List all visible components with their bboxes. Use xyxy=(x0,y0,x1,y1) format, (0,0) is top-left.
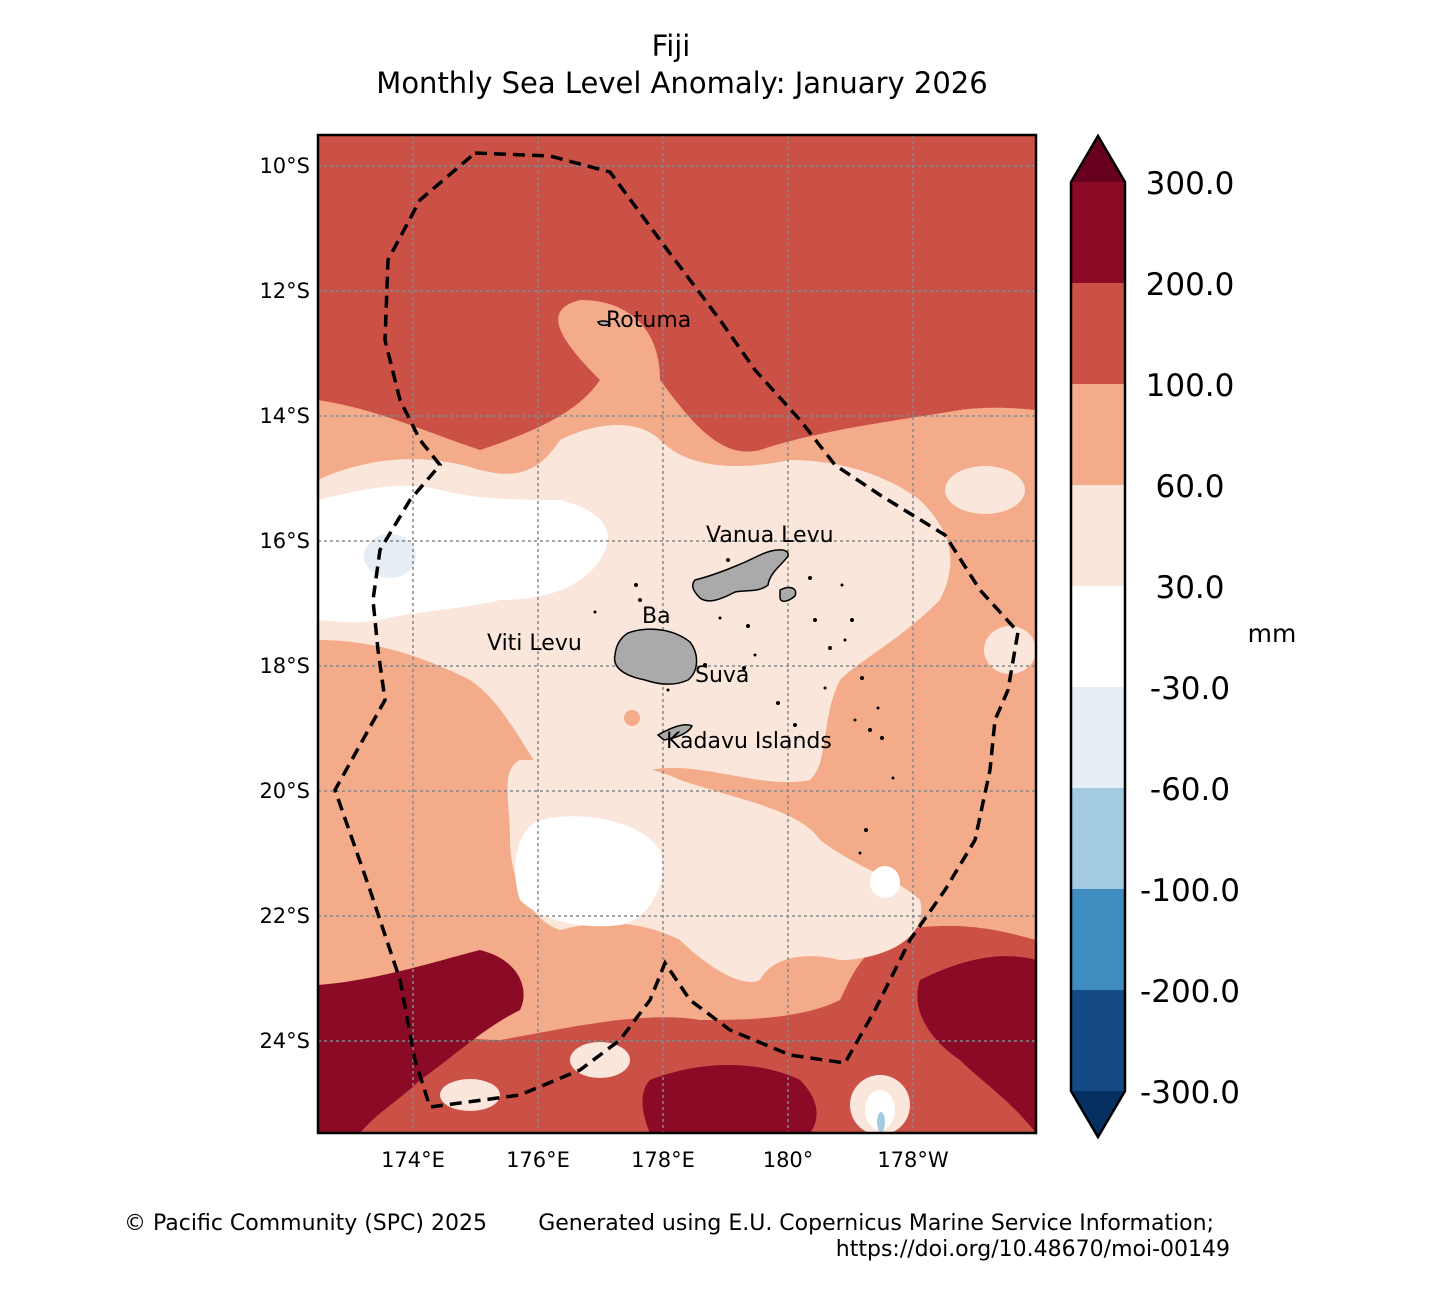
lon-tick-label: 178°E xyxy=(631,1148,695,1172)
lat-tick-label: 10°S xyxy=(259,154,310,178)
colorbar-band xyxy=(1071,788,1125,889)
colorbar-band xyxy=(1071,889,1125,990)
small-islets xyxy=(593,558,895,855)
colorbar-band xyxy=(1071,485,1125,586)
colorbar-tick-label: 100.0 xyxy=(1146,368,1235,404)
rotuma-island xyxy=(596,320,611,327)
colorbar-band xyxy=(1071,384,1125,485)
colorbar-band xyxy=(1071,586,1125,687)
colorbar-outline xyxy=(1069,133,1127,1140)
place-label-suva: Suva xyxy=(695,663,749,688)
place-label-ba: Ba xyxy=(642,604,671,629)
map-title: Fiji xyxy=(652,29,691,63)
map-frame xyxy=(316,133,1038,1135)
place-label-viti-levu: Viti Levu xyxy=(487,631,582,656)
viti-levu-island xyxy=(613,628,698,685)
lat-tick-label: 14°S xyxy=(259,404,310,428)
lon-tick-label: 180° xyxy=(763,1148,814,1172)
colorbar-tick-label: -30.0 xyxy=(1150,671,1230,707)
colorbar: 300.0 200.0 100.0 60.0 30.0 -30.0 -60.0 -100.0 -… xyxy=(1069,133,1240,1140)
colorbar-band xyxy=(1071,283,1125,384)
colorbar-extend-max xyxy=(1071,136,1125,182)
kadavu-island xyxy=(656,723,693,741)
source-text-line2: https://doi.org/10.48670/moi-00149 xyxy=(836,1237,1230,1262)
colorbar-tick-label: -100.0 xyxy=(1140,873,1240,909)
colorbar-tick-label: -60.0 xyxy=(1150,772,1230,808)
colorbar-tick-label: 300.0 xyxy=(1146,166,1235,202)
lon-tick-label: 176°E xyxy=(506,1148,570,1172)
vanua-levu-island xyxy=(692,549,789,602)
map-subtitle: Monthly Sea Level Anomaly: January 2026 xyxy=(376,66,987,100)
latitude-axis: 10°S 12°S 14°S 16°S 18°S 20°S 22°S 24°S xyxy=(259,154,310,1053)
lon-tick-label: 178°W xyxy=(877,1148,949,1172)
colorbar-band xyxy=(1071,990,1125,1091)
longitude-axis: 174°E 176°E 178°E 180° 178°W xyxy=(381,1148,949,1172)
colorbar-band xyxy=(1071,687,1125,788)
copyright-text: © Pacific Community (SPC) 2025 xyxy=(124,1211,487,1236)
colorbar-unit-label: mm xyxy=(1248,619,1297,648)
place-label-rotuma: Rotuma xyxy=(606,308,691,333)
lon-tick-label: 174°E xyxy=(381,1148,445,1172)
colorbar-tick-label: -200.0 xyxy=(1140,974,1240,1010)
lat-tick-label: 22°S xyxy=(259,904,310,928)
colorbar-band xyxy=(1071,182,1125,283)
lat-tick-label: 20°S xyxy=(259,779,310,803)
colorbar-tick-label: -300.0 xyxy=(1140,1075,1240,1111)
colorbar-tick-label: 200.0 xyxy=(1146,267,1235,303)
colorbar-tick-label: 60.0 xyxy=(1155,469,1224,505)
colorbar-tick-label: 30.0 xyxy=(1155,570,1224,606)
lat-tick-label: 18°S xyxy=(259,654,310,678)
islands xyxy=(596,320,797,741)
lat-tick-label: 24°S xyxy=(259,1029,310,1053)
eez-boundary xyxy=(333,151,1020,1109)
colorbar-extend-min xyxy=(1071,1091,1125,1137)
lat-tick-label: 16°S xyxy=(259,529,310,553)
place-label-vanua-levu: Vanua Levu xyxy=(706,523,834,548)
source-text-line1: Generated using E.U. Copernicus Marine S… xyxy=(538,1211,1214,1236)
place-label-kadavu-islands: Kadavu Islands xyxy=(666,729,832,754)
lat-tick-label: 12°S xyxy=(259,279,310,303)
